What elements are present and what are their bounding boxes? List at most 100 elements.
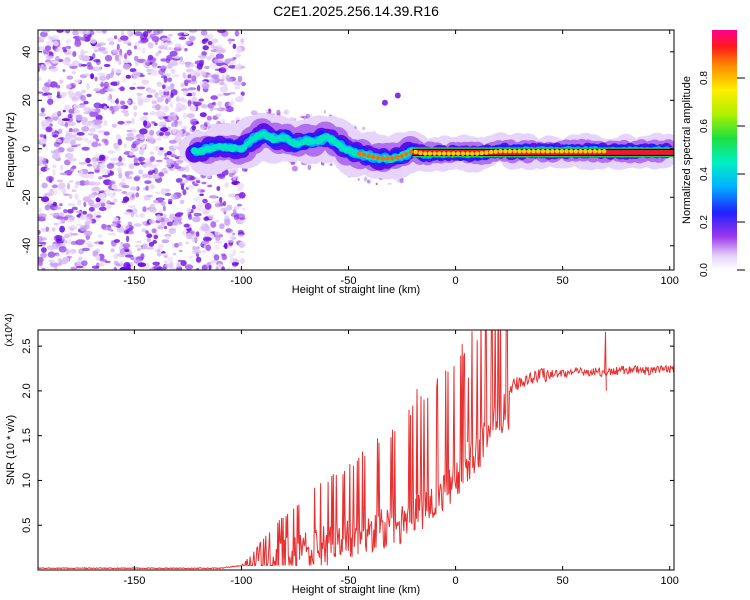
noise-speck (396, 179, 401, 183)
noise-speck (197, 202, 205, 208)
noise-speck (230, 120, 235, 124)
noise-speck (74, 40, 82, 47)
noise-speck (52, 134, 59, 138)
noise-speck (201, 181, 207, 185)
noise-speck (115, 134, 122, 141)
noise-speck (111, 70, 115, 76)
ridge-hotspot (488, 149, 494, 155)
ridge-hotspot (366, 153, 371, 158)
noise-speck (303, 116, 306, 121)
noise-speck (204, 65, 210, 70)
y-tick-label: 2.0 (21, 383, 33, 398)
noise-speck (169, 50, 178, 57)
noise-speck (56, 179, 64, 183)
noise-speck (62, 91, 68, 97)
noise-speck (233, 208, 237, 214)
noise-speck (41, 182, 48, 189)
noise-speck (148, 219, 156, 225)
noise-speck (171, 122, 176, 127)
noise-speck (51, 34, 60, 41)
y-tick-label: -40 (21, 238, 33, 254)
noise-speck (175, 96, 181, 102)
noise-speck (207, 232, 215, 239)
noise-speck (97, 130, 106, 134)
noise-speck (195, 207, 204, 212)
noise-speck (92, 46, 99, 49)
noise-speck (238, 95, 244, 102)
noise-speck (57, 110, 62, 117)
noise-speck (164, 42, 169, 48)
noise-speck (61, 118, 71, 122)
noise-speck (144, 180, 152, 185)
snr-multiplier: (x10^4) (4, 313, 15, 346)
noise-speck (172, 252, 177, 256)
noise-speck (179, 199, 185, 204)
noise-speck (81, 89, 86, 94)
noise-speck (112, 192, 116, 197)
noise-speck (68, 108, 76, 114)
ridge-hotspot (498, 149, 503, 154)
noise-speck (44, 62, 52, 67)
noise-speck (232, 177, 237, 181)
noise-speck (161, 239, 170, 244)
noise-speck (95, 254, 101, 261)
noise-speck (155, 191, 161, 195)
noise-speck (276, 109, 281, 116)
colorbar-ticks: 0.0 0.2 0.4 0.6 0.8 (699, 71, 745, 277)
noise-speck (109, 41, 115, 46)
noise-speck (104, 54, 113, 62)
noise-speck (154, 145, 161, 151)
noise-speck (41, 66, 47, 71)
noise-speck (166, 36, 171, 42)
noise-speck (225, 106, 234, 113)
noise-speck (193, 183, 199, 187)
noise-speck (232, 43, 237, 49)
noise-speck (152, 261, 160, 266)
noise-speck (96, 262, 106, 267)
noise-speck (126, 49, 132, 56)
noise-speck (146, 94, 153, 98)
noise-speck (194, 72, 201, 78)
noise-speck (92, 53, 96, 59)
ridge-hotspot (437, 151, 442, 156)
noise-speck (70, 266, 78, 270)
noise-speck (110, 195, 115, 199)
noise-speck (148, 170, 154, 175)
noise-speck (193, 101, 202, 107)
noise-speck (113, 198, 118, 203)
noise-speck (135, 214, 139, 218)
y-tick-label: 1.0 (21, 473, 33, 488)
noise-speck (153, 234, 158, 240)
y-tick-label: 0 (21, 146, 33, 152)
x-tick-label: 50 (557, 275, 569, 287)
noise-speck (47, 98, 54, 105)
noise-speck (172, 128, 177, 134)
noise-speck (220, 207, 228, 212)
noise-speck (77, 104, 86, 108)
noise-speck (210, 259, 217, 264)
noise-speck (124, 249, 130, 252)
noise-speck (66, 63, 75, 67)
noise-speck (106, 88, 116, 92)
noise-speck (151, 228, 157, 234)
noise-speck (122, 76, 127, 83)
noise-speck (53, 267, 58, 270)
noise-speck (179, 56, 183, 62)
y-tick-label: 1.5 (21, 428, 33, 443)
noise-speck (178, 37, 187, 40)
noise-speck (41, 247, 47, 253)
noise-speck (112, 217, 119, 222)
noise-speck (73, 109, 80, 114)
noise-speck (133, 105, 138, 111)
noise-speck (161, 167, 168, 174)
noise-speck (55, 84, 61, 89)
noise-speck (85, 216, 91, 222)
noise-speck (117, 167, 122, 174)
noise-speck (66, 75, 74, 80)
noise-speck (87, 244, 94, 248)
ridge-hotspot (432, 151, 437, 156)
noise-speck (232, 57, 237, 60)
noise-speck (176, 212, 184, 216)
noise-speck (175, 102, 183, 109)
noise-speck (173, 113, 178, 116)
